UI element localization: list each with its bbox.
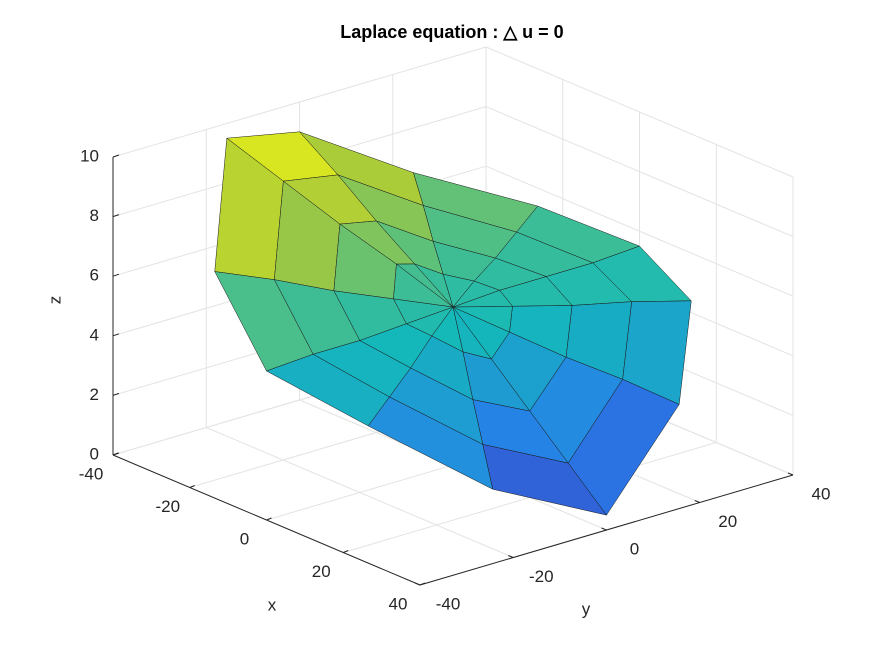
x-axis-label: x xyxy=(268,595,277,614)
tick-mark xyxy=(419,582,426,586)
z-tick-label: 8 xyxy=(90,206,99,225)
x-tick-label: 40 xyxy=(389,594,408,613)
grid-line xyxy=(485,46,794,178)
tick-mark xyxy=(343,550,349,553)
y-tick-label: 0 xyxy=(630,539,639,558)
tick-mark xyxy=(112,392,120,396)
tick-mark xyxy=(601,527,607,531)
tick-mark xyxy=(189,485,195,488)
x-tick-label: 20 xyxy=(312,562,331,581)
z-tick-label: 2 xyxy=(90,385,99,404)
grid-line xyxy=(485,106,794,238)
z-tick-label: 4 xyxy=(90,325,99,344)
y-tick-label: -20 xyxy=(529,567,554,586)
grid-line xyxy=(206,427,514,558)
tick-mark xyxy=(787,472,794,476)
tick-mark xyxy=(112,214,120,218)
tick-mark xyxy=(508,555,514,558)
tick-mark xyxy=(112,154,120,158)
grid-line xyxy=(485,165,794,297)
tick-mark xyxy=(414,582,421,586)
tick-mark xyxy=(694,500,700,503)
tick-mark xyxy=(112,452,119,456)
z-tick-label: 10 xyxy=(80,146,99,165)
tick-mark xyxy=(266,517,272,521)
y-tick-label: 20 xyxy=(718,512,737,531)
y-tick-label: 40 xyxy=(812,484,831,503)
x-tick-label: -40 xyxy=(79,464,104,483)
y-tick-label: -40 xyxy=(436,594,461,613)
z-tick-label: 6 xyxy=(90,266,99,285)
y-axis-label: y xyxy=(582,599,591,618)
surface-cell xyxy=(367,396,493,490)
z-axis-label: z xyxy=(45,296,64,305)
tick-mark xyxy=(112,333,120,337)
x-tick-label: 0 xyxy=(240,529,249,548)
x-tick-label: -20 xyxy=(155,497,180,516)
tick-mark xyxy=(112,273,120,277)
chart-title: Laplace equation : △ u = 0 xyxy=(340,22,563,42)
grid-line xyxy=(112,46,487,158)
z-tick-label: 0 xyxy=(90,444,99,463)
